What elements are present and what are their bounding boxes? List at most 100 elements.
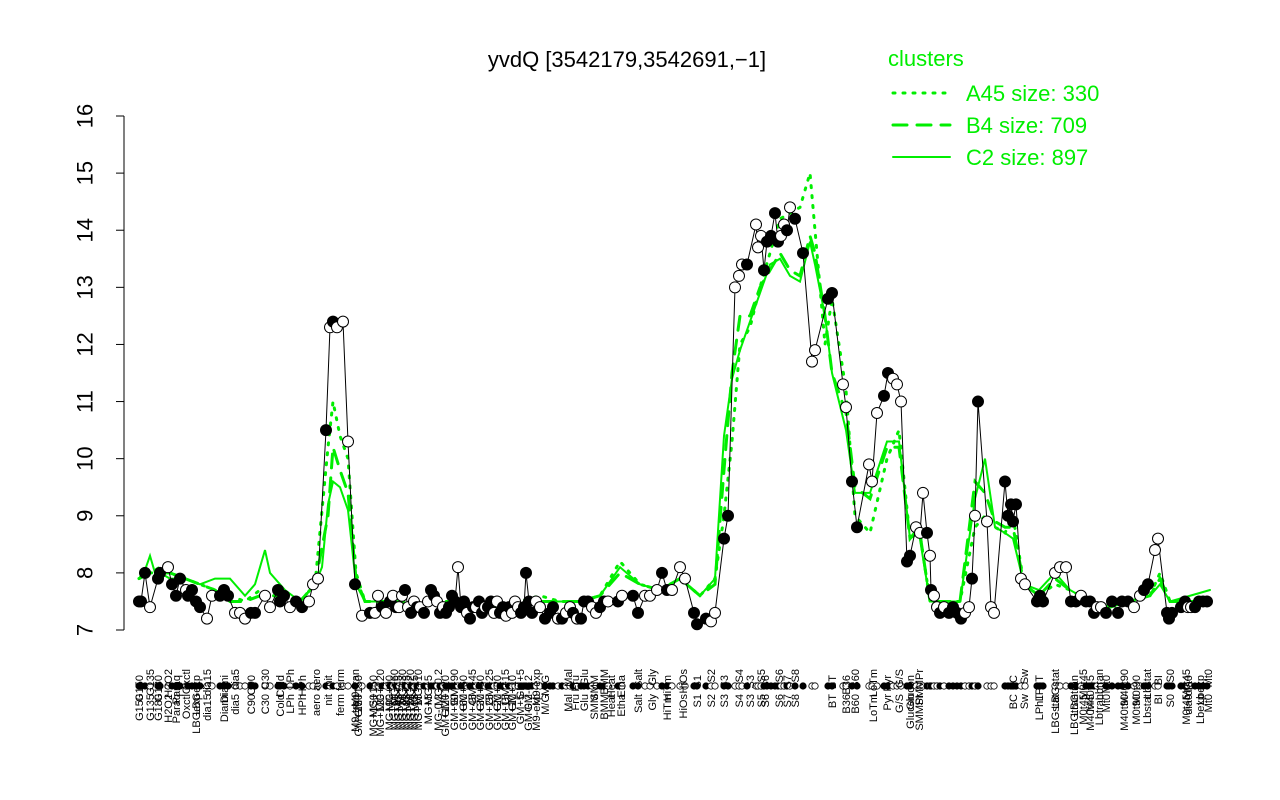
data-point <box>259 589 271 602</box>
x-tick-label: Mt0 <box>1203 694 1215 712</box>
x-tick-label-upper: GM+60 <box>458 675 470 711</box>
y-tick-label: 7 <box>73 624 98 636</box>
condition-marker <box>196 682 204 690</box>
x-tick-label-upper: GM+120 <box>440 675 452 718</box>
data-point <box>458 595 470 608</box>
x-tick-label-upper: MG+5 <box>423 675 435 705</box>
x-tick-label-upper: Lbstat <box>1142 669 1154 699</box>
observed-line <box>139 205 1207 626</box>
x-tick-label: HiOs <box>678 694 690 719</box>
x-tick-label: M40t90 <box>1119 694 1131 731</box>
x-tick-label-upper: LBGexp <box>191 675 203 715</box>
x-tick-label-upper: ferm <box>335 669 347 691</box>
x-tick-label: LPhT <box>1034 694 1046 721</box>
x-tick-label: MG+20 <box>405 694 417 730</box>
data-point <box>688 606 700 619</box>
x-tick-label: S4 <box>734 694 746 707</box>
data-point <box>891 378 903 391</box>
data-point <box>741 258 753 271</box>
data-point <box>547 601 559 614</box>
x-tick-label: Salt <box>633 694 645 713</box>
cluster-line-1 <box>137 230 1212 609</box>
x-tick-label-upper: S6 <box>760 675 772 688</box>
x-tick-label-upper: BT <box>827 675 839 689</box>
x-tick-label: B60 <box>850 694 862 714</box>
data-point <box>1007 515 1019 528</box>
x-tick-label: Diami <box>219 694 231 722</box>
x-tick-label-upper: dia15 <box>202 669 214 696</box>
condition-marker <box>1021 682 1029 690</box>
x-tick-label: M9-tran <box>350 694 362 732</box>
data-point <box>1060 561 1072 574</box>
x-tick-label-upper: G150 <box>134 675 146 702</box>
x-tick-label: C90 <box>246 694 258 714</box>
data-point <box>988 606 1000 619</box>
data-point <box>534 601 546 614</box>
x-tick-label-upper: MG+25 <box>401 675 413 711</box>
x-tick-label: GM+150 <box>353 694 365 737</box>
data-point <box>895 395 907 408</box>
x-tick-label: MG+15 <box>409 694 421 730</box>
condition-marker <box>634 682 642 690</box>
data-point <box>526 606 538 619</box>
data-point <box>575 612 587 625</box>
x-tick-label: LBGtran <box>1069 694 1081 735</box>
data-point <box>303 595 315 608</box>
data-point <box>372 589 384 602</box>
data-point <box>969 509 981 522</box>
x-tick-label: aero <box>311 694 323 716</box>
data-point <box>797 247 809 260</box>
x-tick-label: GM+25 <box>484 694 496 730</box>
data-point <box>1149 544 1161 557</box>
x-tick-label-upper: H2O2 <box>163 669 175 698</box>
x-tick-label: Oxctl <box>181 694 193 719</box>
x-tick-label: G/S <box>894 694 906 713</box>
data-point <box>674 561 686 574</box>
x-tick-label: S5 <box>756 694 768 707</box>
y-tick-label: 13 <box>73 275 98 299</box>
data-point <box>840 401 852 414</box>
condition-marker <box>1203 682 1211 690</box>
x-tick-label: HiTm <box>662 694 674 720</box>
condition-marker <box>828 682 836 690</box>
data-point <box>1166 606 1178 619</box>
x-tick-label-upper: S5 <box>756 669 768 682</box>
x-tick-label-upper: GM-0.2 <box>523 675 535 712</box>
x-tick-label: GM-0.2 <box>523 694 535 731</box>
x-tick-label: M0t45 <box>1078 694 1090 725</box>
x-tick-label: dia5 <box>230 694 242 715</box>
x-tick-label-upper: C90 <box>246 675 258 695</box>
y-tick-label: 12 <box>73 332 98 356</box>
data-point <box>222 589 234 602</box>
x-tick-label-upper: MG+60 <box>389 669 401 705</box>
x-tick-label: Glu <box>579 694 591 711</box>
data-point <box>264 601 276 614</box>
data-point <box>972 395 984 408</box>
x-tick-label: S8 <box>790 694 802 707</box>
x-tick-label-upper: G180 <box>153 675 165 702</box>
data-point <box>733 269 745 282</box>
data-point <box>1112 606 1124 619</box>
cluster-line-2 <box>138 241 1211 609</box>
x-tick-label-upper: GM+5 <box>515 669 527 699</box>
data-point <box>342 435 354 448</box>
x-tick-label: GM+20 <box>492 694 504 730</box>
data-point <box>616 589 628 602</box>
condition-marker <box>711 682 719 690</box>
data-point <box>963 601 975 614</box>
x-tick-label-upper: Pyr <box>882 675 894 692</box>
x-tick-label-upper: MG+30 <box>397 669 409 705</box>
x-tick-label-upper: LPh <box>285 669 297 689</box>
x-tick-label: BI <box>1153 694 1165 704</box>
x-tick-label-upper: Sw <box>1019 669 1031 684</box>
x-tick-label-upper: GM+45 <box>467 669 479 705</box>
x-tick-label-upper: S1 <box>692 675 704 688</box>
x-tick-label: S3 <box>745 694 757 707</box>
x-tick-label-upper: BC <box>1008 675 1020 690</box>
data-point <box>337 315 349 328</box>
x-tick-label: S6 <box>760 694 772 707</box>
condition-marker <box>853 682 861 690</box>
x-tick-label: GM+60 <box>458 694 470 730</box>
x-tick-label: GM+90 <box>449 694 461 730</box>
y-tick-label: 15 <box>73 161 98 185</box>
